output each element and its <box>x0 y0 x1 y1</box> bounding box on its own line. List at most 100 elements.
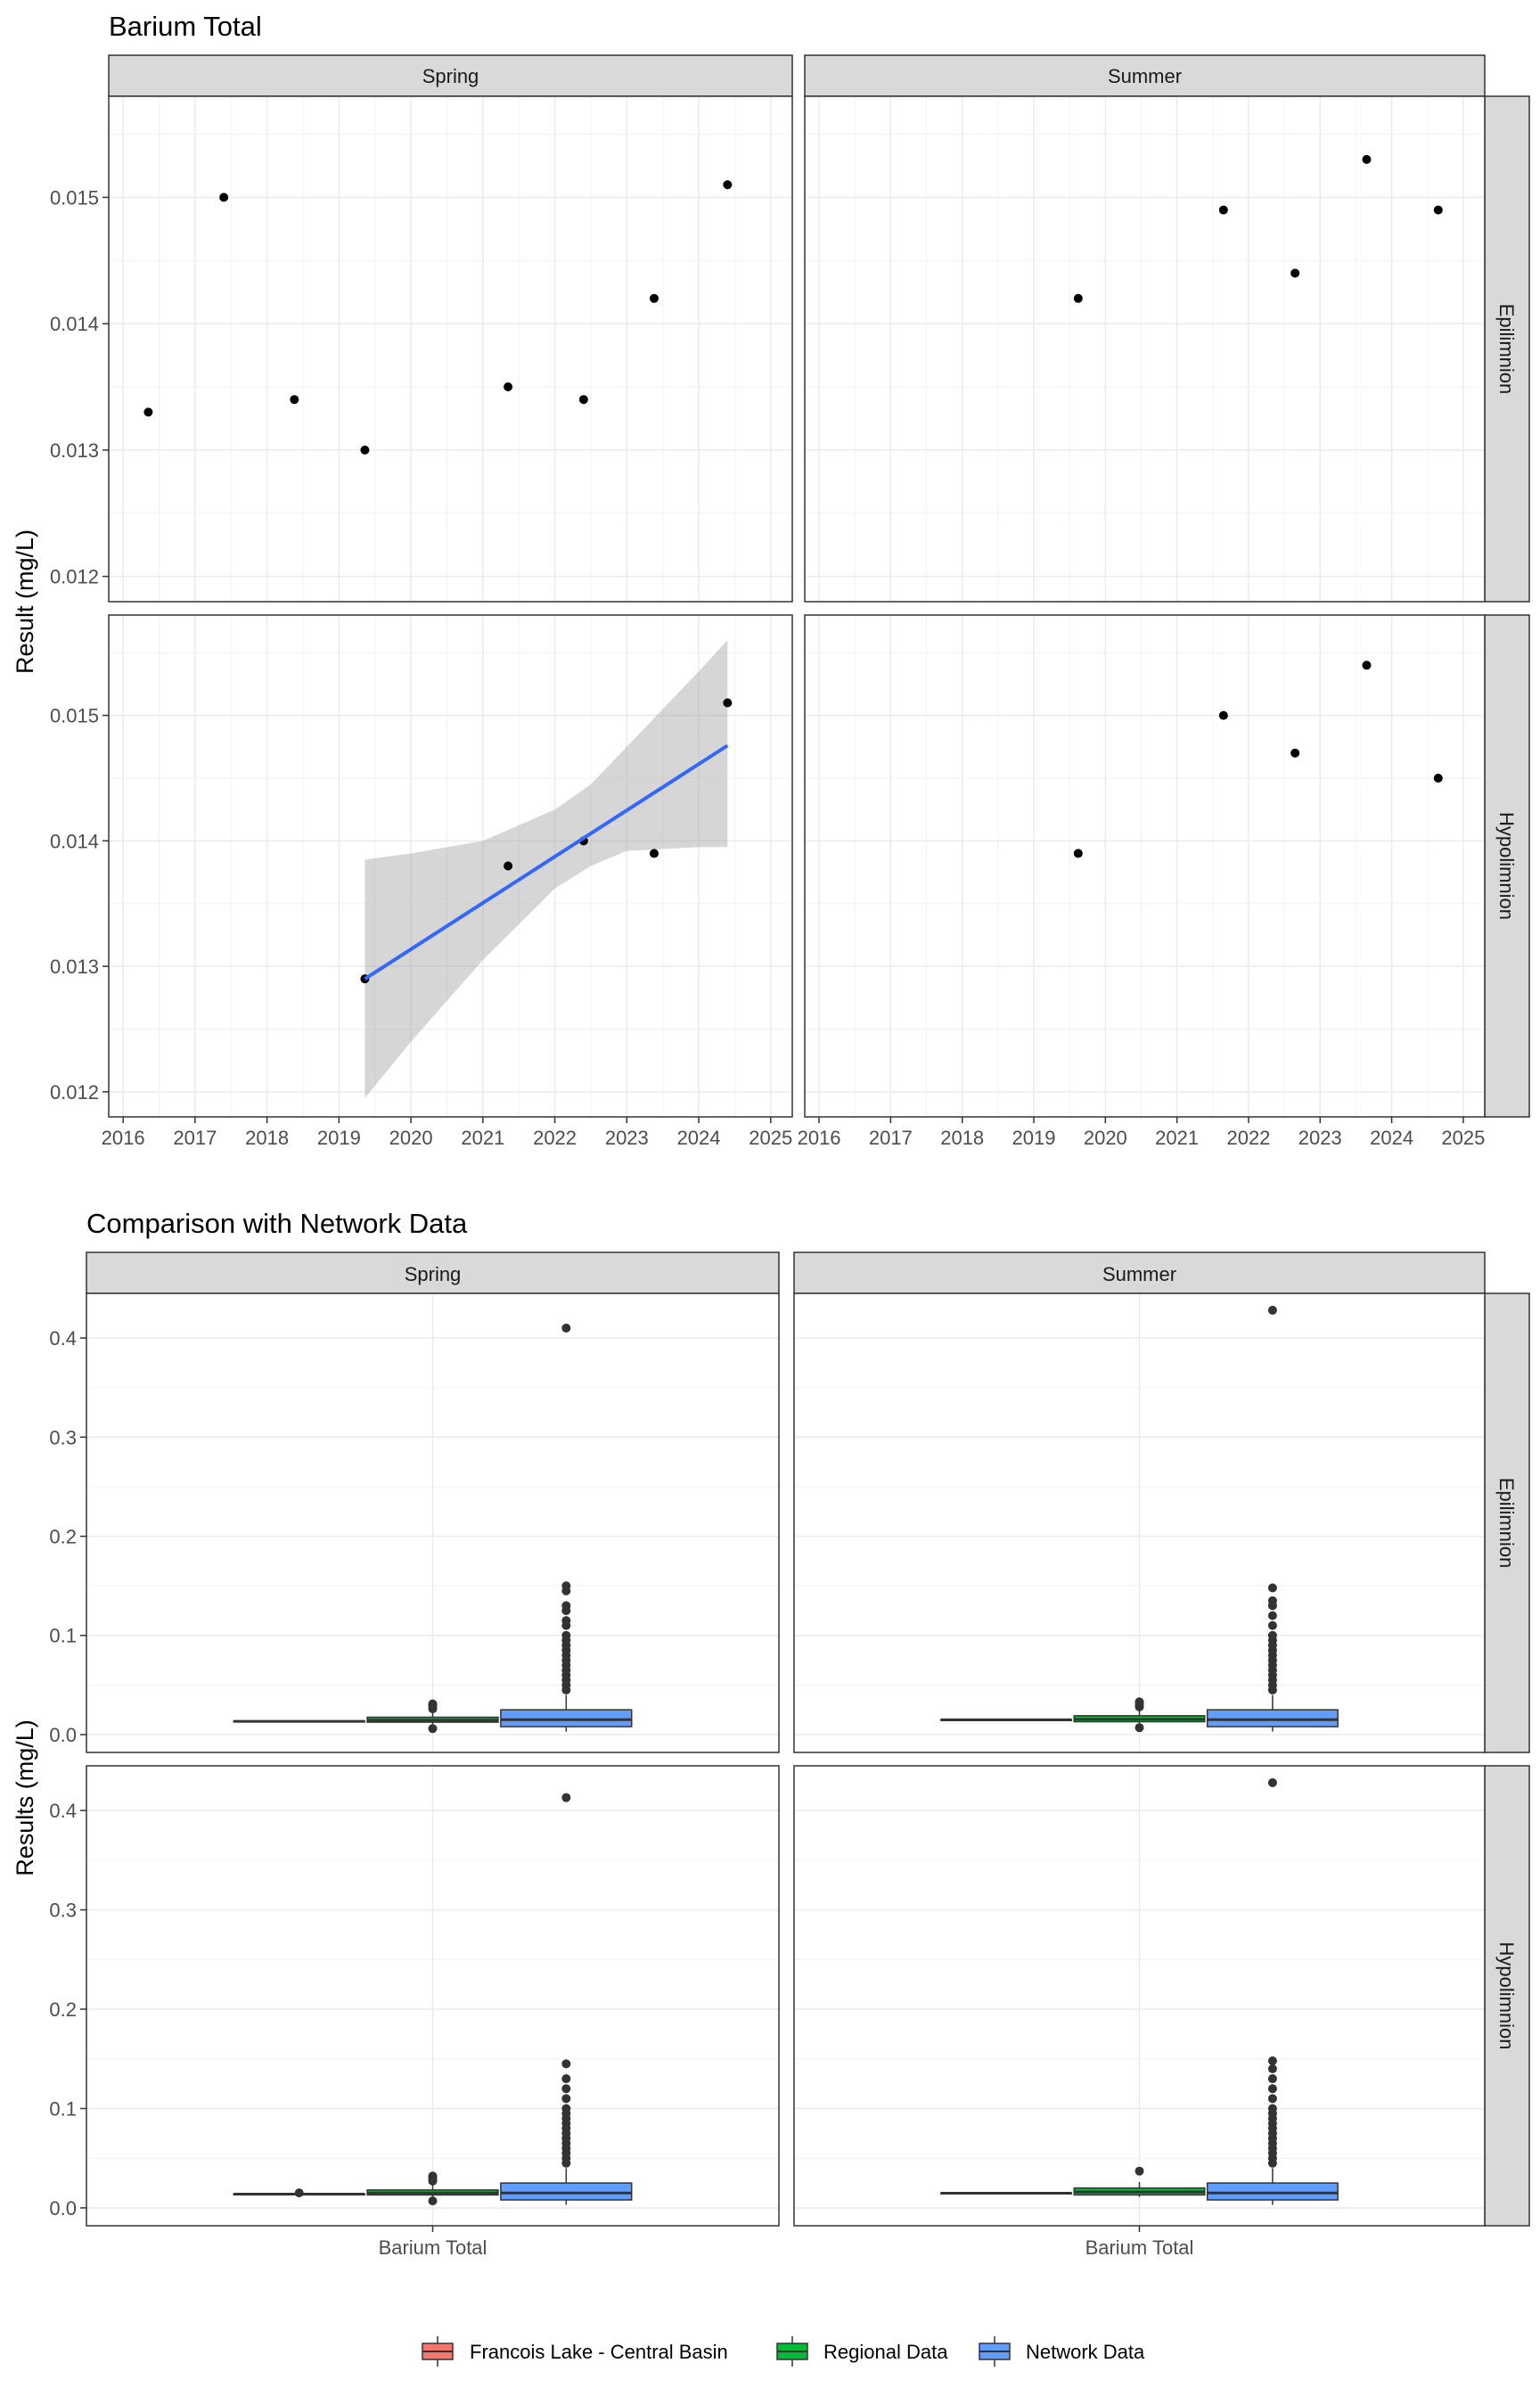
outlier-point <box>1267 2094 1277 2104</box>
outlier-point <box>1267 2084 1277 2094</box>
legend-key-network-data <box>979 2336 1011 2367</box>
facet-label-epilimnion: Epilimnion <box>1495 304 1518 395</box>
x-tick-label: 2017 <box>173 1127 217 1149</box>
facet-label-summer: Summer <box>1108 65 1182 87</box>
comparison-chart-title: Comparison with Network Data <box>86 1208 468 1239</box>
data-point <box>504 861 513 871</box>
panel-background <box>109 96 792 602</box>
facet-strip-hypolimnion <box>1484 614 1530 1118</box>
x-tick-label: 2023 <box>605 1127 649 1149</box>
y-axis-ticks-row-epilimnion: 0.012 0.013 0.014 0.015 <box>50 186 109 588</box>
box-regional-data <box>366 1699 499 1734</box>
data-point <box>290 395 299 405</box>
y-tick-label: 0.015 <box>50 186 99 209</box>
outlier-point <box>1135 1723 1144 1733</box>
chart-title: Barium Total <box>109 11 262 42</box>
comparison-label-summer: Summer <box>1102 1263 1176 1285</box>
data-point <box>1290 748 1300 758</box>
outlier-point <box>561 2084 571 2094</box>
legend-label-regional-data: Regional Data <box>823 2341 948 2363</box>
y-tick-label: 0.1 <box>49 2097 77 2120</box>
comparison-y-axis-ticks-row-hypolimnion: 0.0 0.1 0.2 0.3 0.4 <box>49 1800 86 2220</box>
confidence-band <box>365 640 728 1098</box>
outlier-point <box>1267 1596 1277 1605</box>
x-tick-label: 2018 <box>940 1127 984 1149</box>
box-francois-lake-central-basin <box>233 2188 365 2198</box>
outlier-point <box>428 2196 438 2206</box>
data-point <box>1290 268 1300 278</box>
box-network-data <box>500 1793 633 2205</box>
panel-background <box>805 96 1485 602</box>
outlier-point <box>561 1630 571 1640</box>
legend-key-regional-data <box>776 2336 808 2367</box>
legend-label-francois-lake: Francois Lake - Central Basin <box>470 2341 728 2363</box>
y-tick-label: 0.013 <box>50 439 99 462</box>
panel-background <box>109 615 792 1117</box>
comparison-panel-spring-hypolimnion <box>86 1765 780 2227</box>
outlier-point <box>561 1323 571 1333</box>
box-regional-data <box>1073 2166 1206 2197</box>
x-tick-label: 2022 <box>1226 1127 1270 1149</box>
data-point <box>723 180 733 190</box>
box-iqr <box>1206 1709 1339 1727</box>
panel-border <box>108 614 793 1118</box>
data-point <box>578 395 588 405</box>
comparison-strip-spring <box>86 1251 780 1294</box>
box-francois-lake-central-basin <box>233 1719 365 1723</box>
x-axis-ticks-spring: 2016 2017 2018 2019 2020 2021 2022 2023 2024 2025 <box>102 1117 792 1149</box>
y-tick-label: 0.2 <box>49 1526 77 1548</box>
y-tick-label: 0.014 <box>50 313 99 335</box>
comparison-label-hypolimnion: Hypolimnion <box>1495 1941 1518 2049</box>
facet-label-hypolimnion: Hypolimnion <box>1495 812 1518 920</box>
box-iqr <box>1206 2182 1339 2201</box>
box-network-data <box>500 1323 633 1732</box>
panel-border <box>108 95 793 603</box>
panel-summer-hypolimnion <box>804 614 1486 1118</box>
data-point <box>1362 661 1372 670</box>
x-tick-label: 2019 <box>1012 1127 1056 1149</box>
outlier-point <box>1267 2055 1277 2065</box>
data-point <box>219 193 229 202</box>
outlier-point <box>561 1616 571 1626</box>
box-regional-data <box>366 2171 499 2206</box>
comparison-strip-epilimnion <box>1484 1292 1530 1753</box>
data-point <box>360 445 370 455</box>
x-tick-label: 2025 <box>749 1127 792 1149</box>
box-iqr <box>500 1709 633 1727</box>
data-point <box>1073 849 1083 858</box>
panel-border <box>804 614 1486 1118</box>
outlier-point <box>428 1699 438 1709</box>
outlier-point <box>561 2074 571 2084</box>
y-tick-label: 0.0 <box>49 1724 77 1746</box>
y-axis-title: Result (mg/L) <box>12 529 38 674</box>
x-tick-label-spring: Barium Total <box>379 2236 487 2259</box>
panel-border <box>793 1292 1486 1753</box>
y-axis-ticks-row-hypolimnion: 0.012 0.013 0.014 0.015 <box>50 705 109 1104</box>
box-network-data <box>1206 1305 1339 1732</box>
outlier-point <box>1267 2074 1277 2084</box>
box-regional-data <box>1073 1697 1206 1733</box>
facet-strip-summer <box>804 54 1486 97</box>
comparison-y-axis-title: Results (mg/L) <box>12 1719 38 1876</box>
outlier-point <box>1135 2166 1144 2176</box>
outlier-point <box>1267 2104 1277 2113</box>
panel-border <box>86 1292 780 1753</box>
facet-label-spring: Spring <box>422 65 479 87</box>
comparison-strip-hypolimnion <box>1484 1765 1530 2227</box>
data-point <box>504 382 513 392</box>
data-point <box>143 407 153 417</box>
y-tick-label: 0.2 <box>49 1998 77 2021</box>
panel-spring-hypolimnion <box>108 614 793 1118</box>
comparison-label-spring: Spring <box>405 1263 462 1285</box>
y-tick-label: 0.013 <box>50 956 99 978</box>
comparison-strip-summer <box>793 1251 1486 1294</box>
x-tick-label: 2025 <box>1441 1127 1485 1149</box>
y-tick-label: 0.3 <box>49 1426 77 1448</box>
data-point <box>1073 293 1083 303</box>
y-tick-label: 0.3 <box>49 1900 77 1922</box>
data-point <box>723 698 733 708</box>
outlier-point <box>561 2104 571 2113</box>
box-francois-lake-central-basin <box>940 1718 1073 1721</box>
panel-background <box>805 615 1485 1117</box>
